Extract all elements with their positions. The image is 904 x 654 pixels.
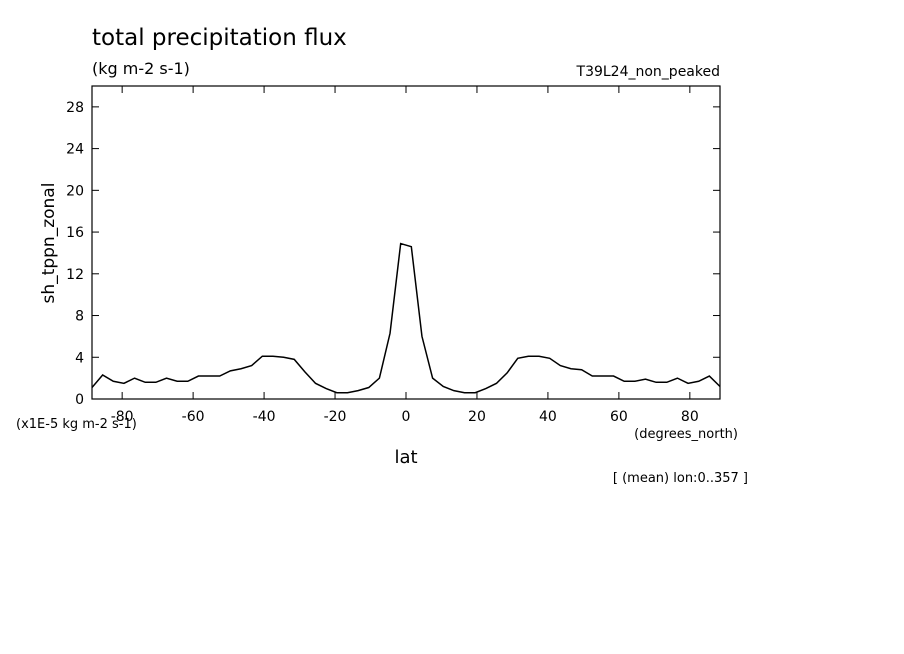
x-tick-label: -60 — [182, 409, 205, 425]
y-tick-label: 24 — [66, 142, 84, 158]
y-tick-label: 20 — [66, 183, 84, 199]
y-tick-label: 0 — [75, 392, 84, 408]
y-tick-label: 12 — [66, 267, 84, 283]
x-tick-label: -80 — [111, 409, 134, 425]
y-units: (x1E-5 kg m-2 s-1) — [16, 417, 137, 432]
annotation: [ (mean) lon:0..357 ] — [613, 471, 748, 486]
plot-frame — [91, 85, 721, 400]
y-tick-label: 28 — [66, 100, 84, 116]
x-tick-label: 60 — [610, 409, 628, 425]
x-tick-label: 40 — [539, 409, 557, 425]
x-tick-label: 20 — [468, 409, 486, 425]
x-units: (degrees_north) — [634, 427, 738, 442]
subtitle: (kg m-2 s-1) — [92, 59, 190, 78]
run-label: T39L24_non_peaked — [576, 64, 720, 80]
x-tick-label: -40 — [253, 409, 276, 425]
chart-title: total precipitation flux — [92, 25, 347, 51]
y-tick-label: 4 — [75, 350, 84, 366]
y-tick-label: 8 — [75, 309, 84, 325]
y-tick-label: 16 — [66, 225, 84, 241]
x-tick-label: -20 — [324, 409, 347, 425]
x-axis-label: lat — [394, 447, 417, 468]
x-tick-label: 80 — [681, 409, 699, 425]
y-axis-label: sh_tppn_zonal — [39, 183, 59, 304]
x-tick-label: 0 — [402, 409, 411, 425]
data-line — [91, 242, 721, 394]
